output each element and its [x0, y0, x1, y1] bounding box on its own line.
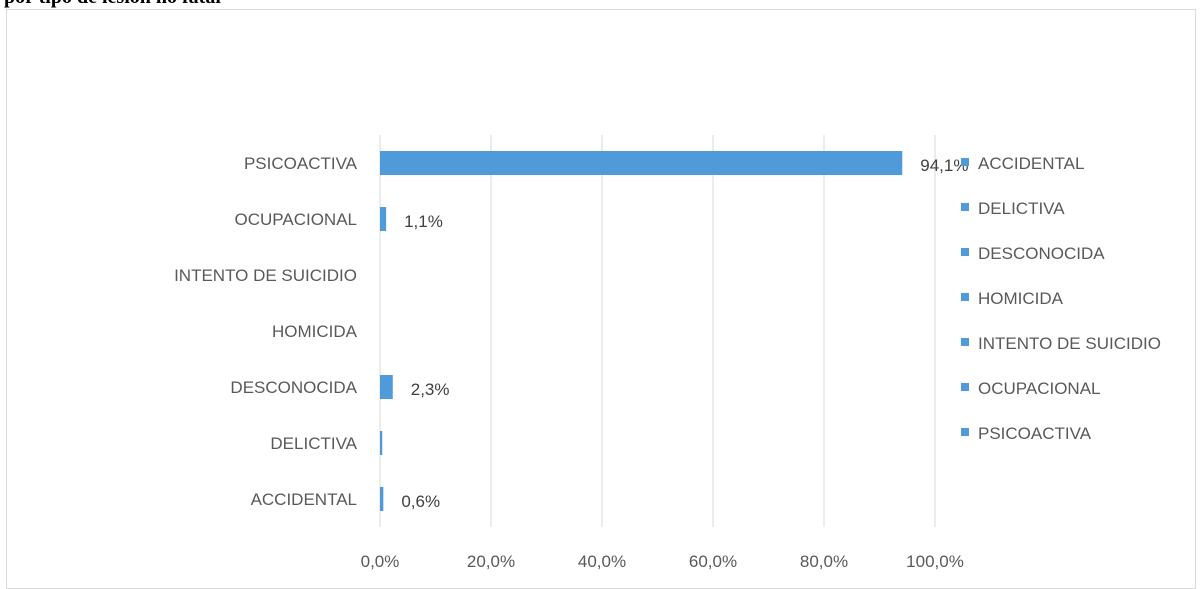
- legend-swatch-intento-de-suicidio: [961, 338, 969, 346]
- data-label-accidental: 0,6%: [401, 492, 440, 511]
- legend-label-desconocida: DESCONOCIDA: [978, 244, 1105, 263]
- category-label-intento-de-suicidio: INTENTO DE SUICIDIO: [174, 266, 357, 285]
- chart-title-text: por tipo de lesión no fatal: [4, 0, 221, 8]
- category-label-homicida: HOMICIDA: [272, 322, 358, 341]
- bar-delictiva: [380, 431, 383, 455]
- bar-desconocida: [380, 375, 393, 399]
- legend-swatch-delictiva: [961, 203, 969, 211]
- legend-label-intento-de-suicidio: INTENTO DE SUICIDIO: [978, 334, 1161, 353]
- legend-label-homicida: HOMICIDA: [978, 289, 1064, 308]
- x-tick-label: 80,0%: [800, 552, 848, 571]
- x-tick-label: 0,0%: [361, 552, 400, 571]
- data-label-psicoactiva: 94,1%: [920, 156, 968, 175]
- chart-title-fragment: por tipo de lesión no fatal: [0, 0, 1204, 8]
- category-label-delictiva: DELICTIVA: [270, 434, 357, 453]
- data-label-ocupacional: 1,1%: [404, 212, 443, 231]
- category-label-psicoactiva: PSICOACTIVA: [244, 154, 358, 173]
- data-label-desconocida: 2,3%: [411, 380, 450, 399]
- legend-label-psicoactiva: PSICOACTIVA: [978, 424, 1092, 443]
- legend-label-accidental: ACCIDENTAL: [978, 154, 1084, 173]
- x-tick-label: 40,0%: [578, 552, 626, 571]
- legend-label-ocupacional: OCUPACIONAL: [978, 379, 1101, 398]
- legend-label-delictiva: DELICTIVA: [978, 199, 1065, 218]
- legend-swatch-psicoactiva: [961, 428, 969, 436]
- legend-swatch-accidental: [961, 158, 969, 166]
- legend-swatch-desconocida: [961, 248, 969, 256]
- x-tick-label: 60,0%: [689, 552, 737, 571]
- legend-swatch-ocupacional: [961, 383, 969, 391]
- bar-accidental: [380, 487, 384, 511]
- category-label-ocupacional: OCUPACIONAL: [235, 210, 358, 229]
- category-label-accidental: ACCIDENTAL: [251, 490, 357, 509]
- x-tick-label: 100,0%: [906, 552, 964, 571]
- legend-swatch-homicida: [961, 293, 969, 301]
- x-tick-label: 20,0%: [467, 552, 515, 571]
- bar-psicoactiva: [380, 151, 903, 175]
- category-label-desconocida: DESCONOCIDA: [230, 378, 357, 397]
- bar-ocupacional: [380, 207, 387, 231]
